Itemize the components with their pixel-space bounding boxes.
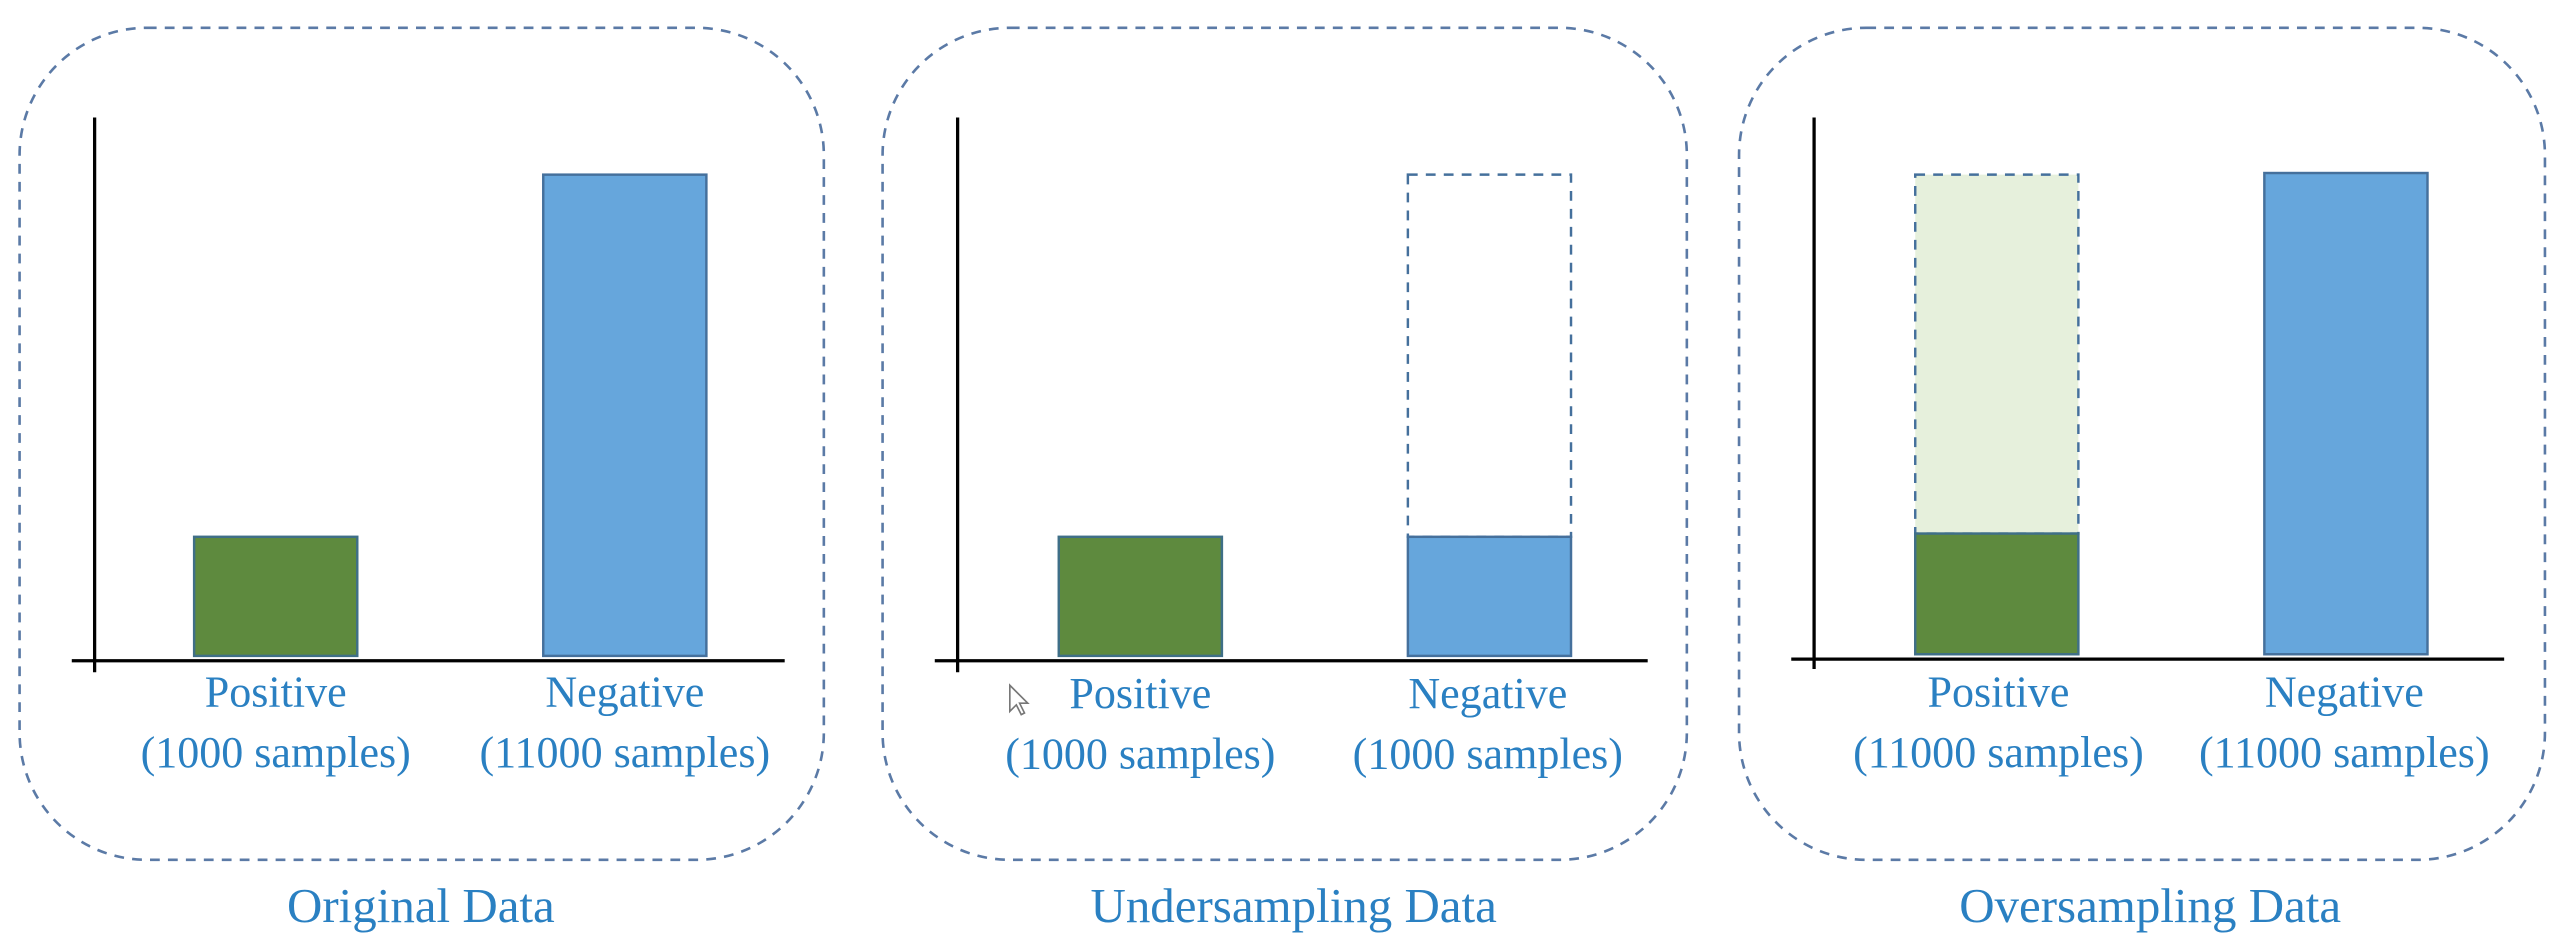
bar bbox=[1057, 535, 1224, 658]
bar bbox=[192, 535, 359, 658]
bar-label: Positive bbox=[1069, 669, 1211, 718]
cursor bbox=[1009, 683, 1030, 716]
panel-frame bbox=[18, 26, 826, 862]
bar bbox=[1406, 535, 1573, 658]
bar bbox=[1914, 532, 2080, 656]
sample-count: (1000 samples) bbox=[1353, 729, 1623, 778]
bar bbox=[2263, 171, 2429, 656]
bar-label: Negative bbox=[1408, 669, 1567, 718]
sample-count: (11000 samples) bbox=[479, 728, 770, 777]
bar-label: Positive bbox=[1927, 667, 2069, 716]
bar-label: Negative bbox=[2265, 667, 2424, 716]
bar-label: Positive bbox=[205, 667, 347, 716]
panel-title: Undersampling Data bbox=[1091, 878, 1498, 933]
panel-title: Oversampling Data bbox=[1959, 878, 2341, 933]
panel-frame bbox=[881, 26, 1689, 862]
bar-label: Negative bbox=[545, 667, 704, 716]
sample-count: (11000 samples) bbox=[1853, 728, 2144, 777]
bar bbox=[542, 173, 708, 658]
sample-count: (1000 samples) bbox=[141, 728, 411, 777]
sample-count: (1000 samples) bbox=[1005, 729, 1275, 778]
panel-frame bbox=[1737, 26, 2547, 862]
panel-title: Original Data bbox=[287, 878, 555, 933]
added-bar bbox=[1914, 173, 2080, 535]
removed-bar bbox=[1406, 173, 1573, 539]
labels: Original Data Positive (1000 samples) Negat… bbox=[141, 667, 2490, 932]
sample-count: (11000 samples) bbox=[2199, 728, 2490, 777]
